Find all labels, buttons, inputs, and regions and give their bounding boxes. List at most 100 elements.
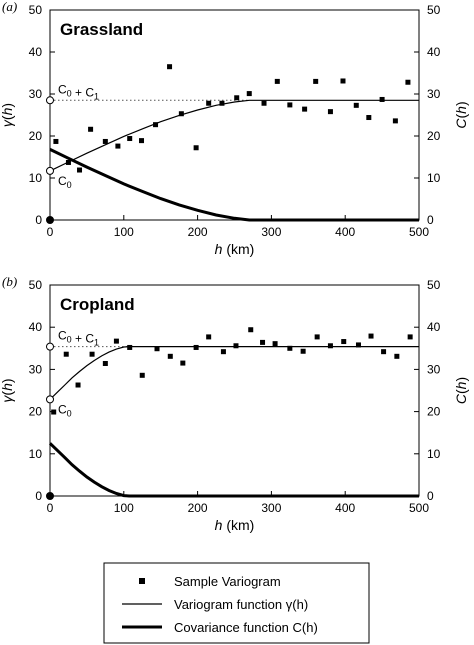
- sample-variogram-point: [366, 115, 372, 121]
- sample-variogram-point: [248, 327, 254, 333]
- y-right-tick-label: 0: [427, 213, 434, 227]
- y-left-tick-label: 30: [29, 362, 43, 376]
- x-tick-label: 300: [261, 225, 281, 239]
- sample-variogram-point: [53, 138, 59, 144]
- sample-variogram-point: [234, 95, 240, 101]
- sample-variogram-point: [153, 122, 159, 128]
- sample-variogram-point: [102, 360, 108, 366]
- y-right-tick-label: 20: [427, 129, 441, 143]
- sample-variogram-point: [89, 351, 95, 357]
- sample-variogram-point: [314, 334, 320, 340]
- sample-variogram-point: [287, 345, 293, 351]
- sample-variogram-point: [178, 111, 184, 117]
- x-tick-label: 400: [335, 501, 355, 515]
- nugget-annotation: C0: [58, 402, 72, 418]
- y-right-tick-label: 50: [427, 278, 441, 292]
- sample-variogram-point: [246, 91, 252, 97]
- y-right-tick-label: 50: [427, 3, 441, 17]
- panel-tag: (a): [2, 0, 17, 14]
- x-axis-label: h (km): [215, 517, 255, 533]
- y-axis-label-right: C(h): [453, 101, 469, 128]
- y-axis-label-left: γ(h): [0, 103, 15, 127]
- sample-variogram-point: [88, 126, 94, 132]
- sample-variogram-point: [341, 339, 347, 345]
- sample-variogram-point: [65, 159, 71, 165]
- y-left-tick-label: 40: [29, 320, 43, 334]
- origin-marker: [46, 492, 54, 500]
- y-left-tick-label: 50: [29, 3, 43, 17]
- sample-variogram-point: [115, 143, 121, 149]
- y-axis-label-left: γ(h): [0, 378, 15, 402]
- x-tick-label: 500: [409, 225, 429, 239]
- y-left-tick-label: 10: [29, 447, 43, 461]
- sample-variogram-point: [193, 344, 199, 350]
- y-right-tick-label: 0: [427, 489, 434, 503]
- y-right-tick-label: 30: [427, 87, 441, 101]
- sample-variogram-point: [313, 78, 319, 84]
- sample-variogram-point: [353, 102, 359, 108]
- sample-variogram-point: [302, 106, 308, 112]
- sample-variogram-point: [206, 100, 212, 106]
- sill-marker: [46, 342, 54, 351]
- plot-frame: [49, 9, 420, 221]
- sample-variogram-point: [139, 138, 145, 144]
- x-tick-label: 200: [188, 501, 208, 515]
- legend: Sample Variogram Variogram function γ(h) C…: [103, 562, 370, 644]
- y-left-tick-label: 0: [35, 213, 42, 227]
- sample-variogram-point: [407, 334, 413, 340]
- sample-variogram-point: [219, 100, 225, 106]
- sample-variogram-point: [355, 342, 361, 348]
- x-tick-label: 500: [409, 501, 429, 515]
- sill-annotation: C0 + C1: [58, 329, 99, 348]
- sample-variogram-point: [167, 64, 173, 70]
- panel-title: Cropland: [60, 295, 135, 314]
- legend-marker-sample: [139, 578, 145, 584]
- sample-variogram-point: [51, 409, 57, 415]
- x-tick-label: 200: [188, 225, 208, 239]
- y-left-tick-label: 0: [35, 489, 42, 503]
- sample-variogram-point: [405, 79, 411, 85]
- y-axis-label-right: C(h): [453, 377, 469, 404]
- y-left-tick-label: 50: [29, 278, 43, 292]
- nugget-marker: [46, 166, 54, 175]
- sample-variogram-point: [368, 333, 374, 339]
- sample-variogram-point: [180, 360, 186, 366]
- sample-variogram-point: [167, 353, 173, 359]
- y-right-tick-label: 30: [427, 362, 441, 376]
- sill-annotation: C0 + C1: [58, 82, 99, 101]
- x-tick-label: 400: [335, 225, 355, 239]
- sample-variogram-point: [260, 339, 266, 345]
- x-axis-label: h (km): [215, 241, 255, 257]
- legend-label: Covariance function C(h): [174, 620, 318, 635]
- panel-tag: (b): [2, 274, 17, 289]
- sample-variogram-point: [381, 349, 387, 355]
- nugget-annotation: C0: [58, 174, 72, 190]
- sample-variogram-point: [340, 78, 346, 84]
- y-left-tick-label: 40: [29, 45, 43, 59]
- sample-variogram-point: [113, 338, 119, 344]
- x-tick-label: 0: [47, 501, 54, 515]
- sample-variogram-point: [261, 100, 267, 106]
- sample-variogram-point: [300, 348, 306, 354]
- legend-box: [103, 562, 370, 644]
- variogram-function-line: [49, 99, 419, 172]
- sample-variogram-point: [327, 109, 333, 115]
- sample-variogram-point: [287, 102, 293, 108]
- legend-label: Sample Variogram: [174, 574, 281, 589]
- origin-marker: [46, 216, 54, 224]
- sample-variogram-point: [272, 341, 278, 347]
- covariance-function-line: [49, 148, 419, 222]
- sample-variogram-point: [206, 334, 212, 340]
- y-right-tick-label: 40: [427, 45, 441, 59]
- sample-variogram-point: [394, 353, 400, 359]
- sample-variogram-point: [127, 344, 133, 350]
- sample-variogram-point: [102, 138, 108, 144]
- y-right-tick-label: 10: [427, 447, 441, 461]
- y-left-tick-label: 20: [29, 405, 43, 419]
- nugget-marker: [46, 395, 54, 404]
- sample-variogram-point: [139, 372, 145, 378]
- x-tick-label: 100: [114, 225, 134, 239]
